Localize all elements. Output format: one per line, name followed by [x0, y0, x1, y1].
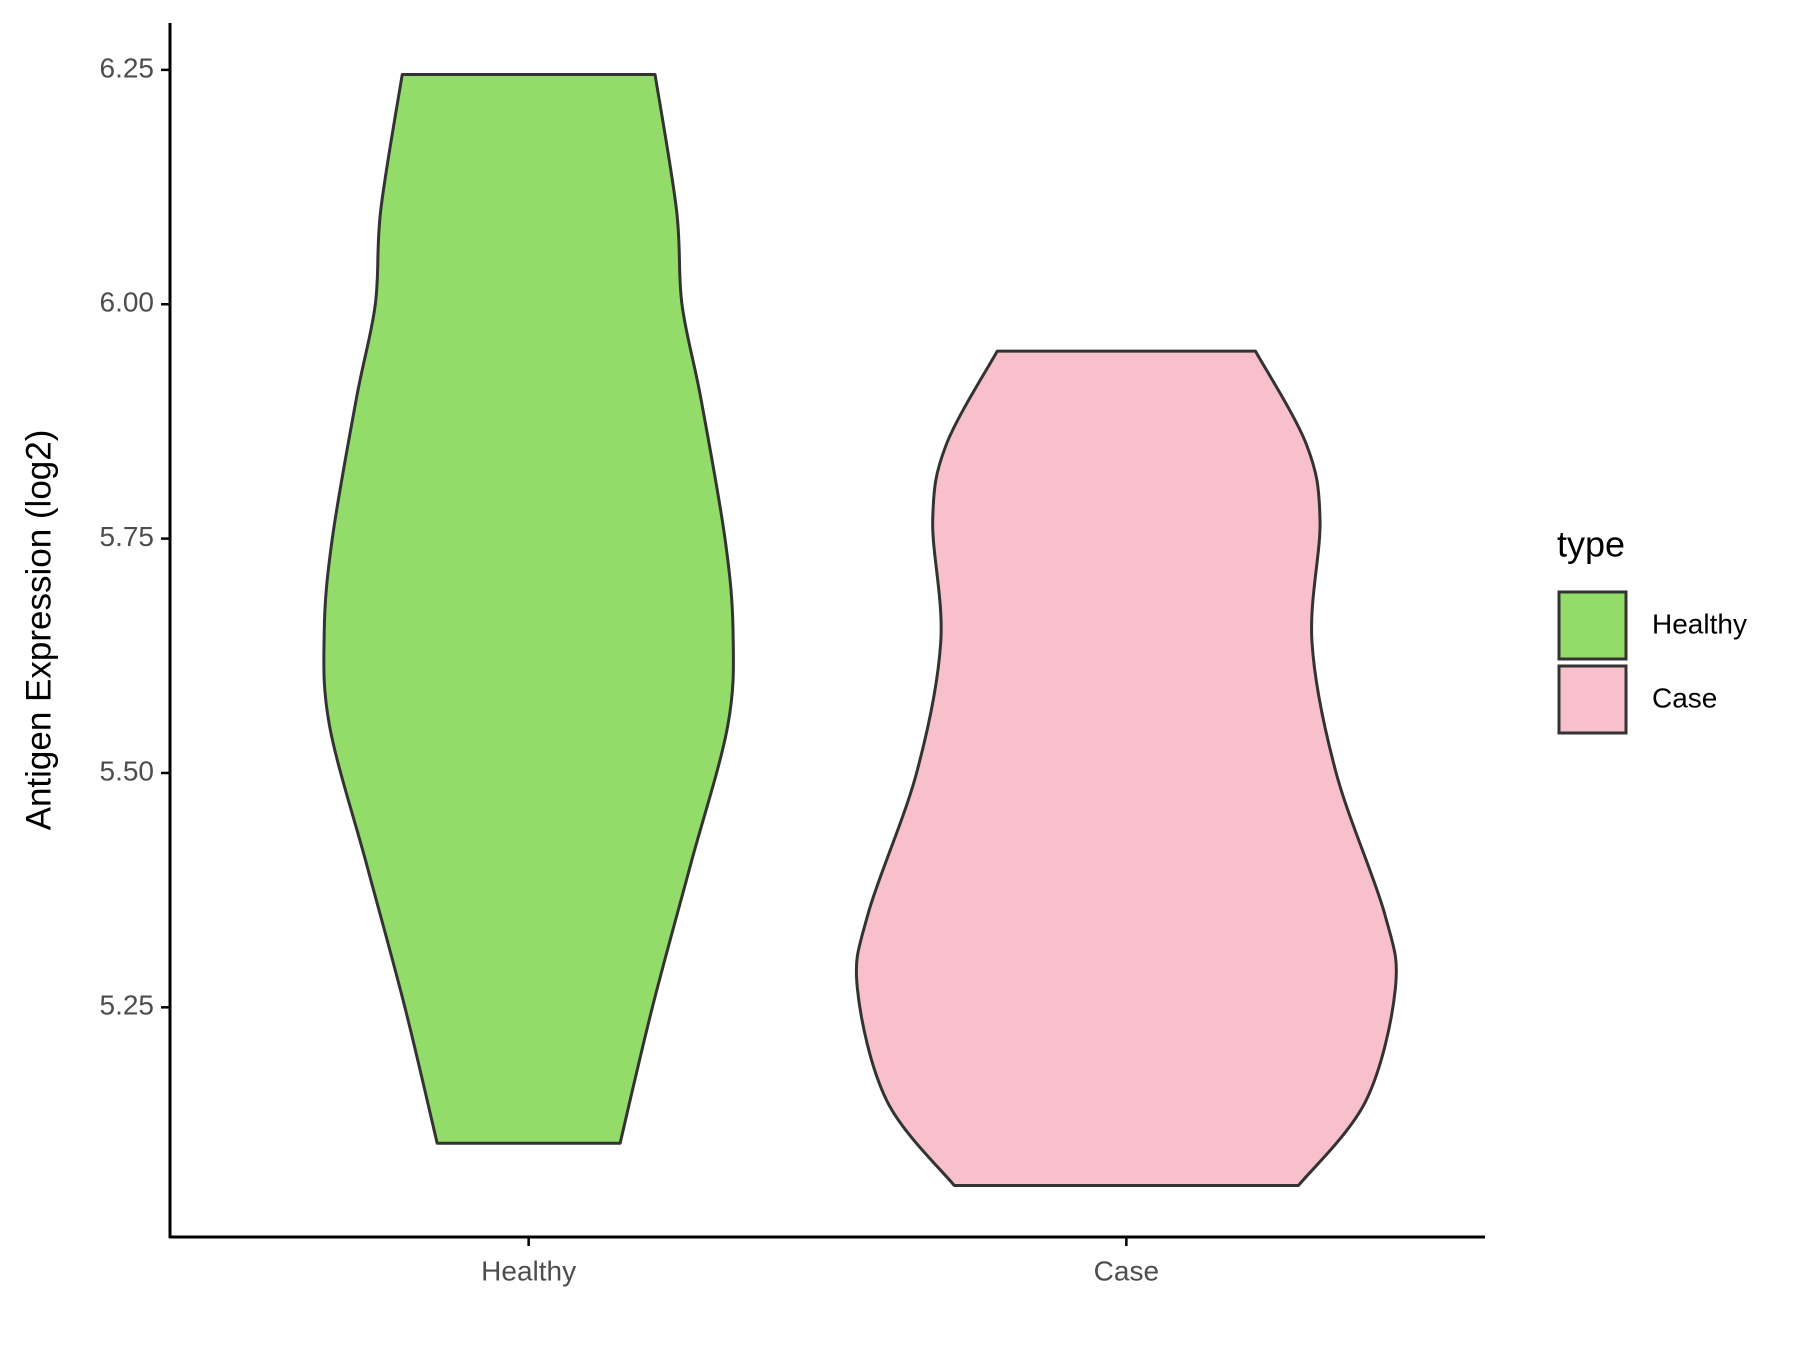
y-tick-label: 5.75	[100, 521, 155, 552]
y-tick-label: 5.50	[100, 755, 155, 786]
y-tick-label: 5.25	[100, 990, 155, 1021]
x-tick-label: Healthy	[481, 1255, 576, 1286]
y-axis-title: Antigen Expression (log2)	[19, 430, 58, 831]
violin	[854, 349, 1398, 1187]
legend-title: type	[1557, 524, 1625, 565]
y-tick-label: 6.25	[100, 52, 155, 83]
violin	[322, 73, 735, 1145]
legend-key	[1557, 590, 1628, 661]
legend-key	[1557, 664, 1628, 735]
legend-label: Healthy	[1652, 608, 1747, 639]
y-tick-label: 6.00	[100, 287, 155, 318]
legend-label: Case	[1652, 682, 1717, 713]
x-tick-label: Case	[1094, 1255, 1159, 1286]
